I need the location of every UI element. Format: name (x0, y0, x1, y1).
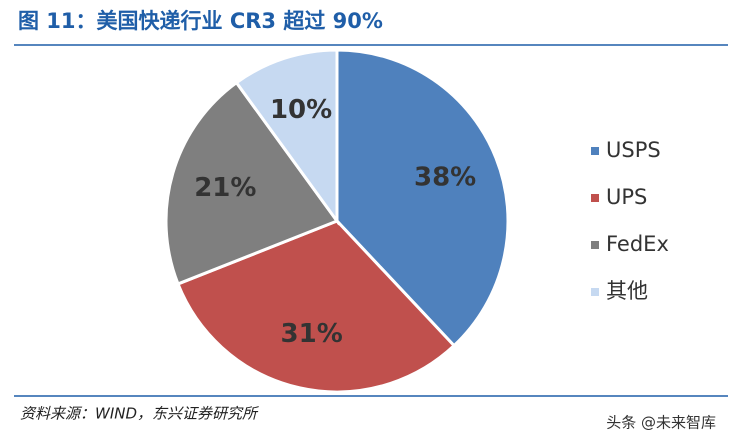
source-note: 资料来源：WIND，东兴证券研究所 (20, 405, 259, 423)
pie-slice (335, 48, 510, 348)
legend-label: UPS (606, 185, 647, 209)
legend-swatch (591, 147, 599, 155)
data-label: 38% (414, 163, 476, 193)
legend-swatch (591, 194, 599, 202)
chart-title: 图 11：美国快递行业 CR3 超过 90% (18, 9, 383, 33)
pie-slice (234, 48, 339, 226)
legend-swatch (591, 241, 599, 249)
data-label: 10% (270, 95, 332, 125)
legend-swatch (591, 288, 599, 296)
pie-slice (176, 219, 457, 394)
watermark: 头条 @未来智库 (606, 414, 716, 432)
legend-label: 其他 (606, 279, 648, 303)
legend-label: USPS (606, 138, 661, 162)
data-label: 21% (194, 173, 256, 203)
legend-label: FedEx (606, 232, 669, 256)
data-label: 31% (281, 319, 343, 349)
pie-slice (164, 80, 340, 286)
